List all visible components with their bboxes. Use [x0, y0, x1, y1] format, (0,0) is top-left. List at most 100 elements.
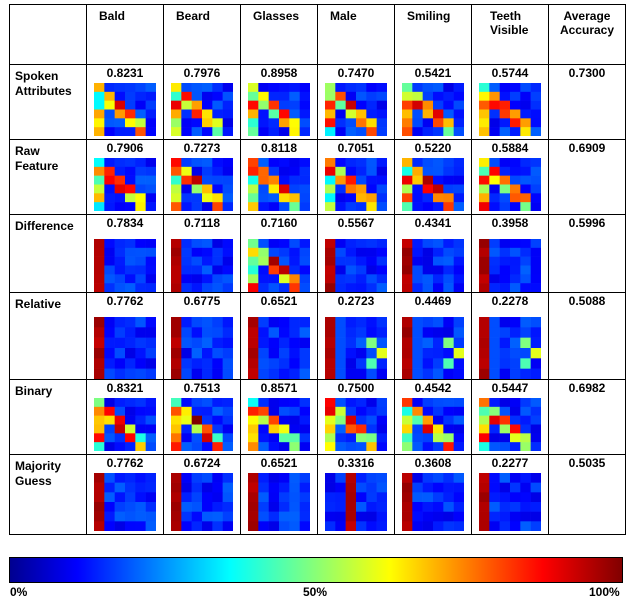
heatmap-cell — [356, 91, 367, 101]
heatmap-cell — [499, 256, 511, 266]
heatmap-cell — [212, 433, 223, 443]
heatmap-cell — [479, 100, 490, 110]
heatmap-cell — [202, 175, 213, 185]
heatmap-cell — [530, 317, 541, 328]
heatmap-cell — [171, 193, 182, 203]
heatmap-cell — [530, 193, 541, 203]
heatmap-cell — [212, 91, 223, 101]
heatmap-cell — [191, 202, 203, 211]
heatmap-cell — [145, 274, 156, 284]
heatmap-cell — [299, 193, 310, 203]
heatmap-cell — [125, 511, 136, 522]
heatmap-cell — [268, 283, 280, 292]
heatmap-cell — [412, 166, 423, 176]
heatmap-cell — [422, 109, 434, 119]
heatmap-cell — [104, 256, 115, 266]
heatmap-cell — [279, 175, 290, 185]
heatmap-cell — [453, 247, 464, 257]
heatmap-cell — [248, 100, 259, 110]
heatmap-cell — [248, 109, 259, 119]
heatmap-cell — [191, 175, 203, 185]
heatmap-cell — [222, 127, 233, 136]
heatmap-cell — [402, 118, 413, 128]
heatmap-cell — [258, 158, 269, 168]
heatmap-cell — [258, 83, 269, 93]
heatmap-cell — [325, 118, 336, 128]
heatmap-cell — [325, 368, 336, 379]
heatmap-cell — [181, 415, 192, 425]
heatmap-cell — [212, 511, 223, 522]
heatmap-cell — [171, 283, 182, 292]
heatmap-cell — [145, 348, 156, 359]
heatmap-cell — [104, 118, 115, 128]
heatmap-cell — [145, 415, 156, 425]
heatmap-cell — [412, 492, 423, 503]
heatmap-cell — [145, 424, 156, 434]
heatmap-cell — [94, 492, 105, 503]
heatmap-cell — [479, 424, 490, 434]
heatmap-cell — [499, 482, 511, 493]
heatmap-cell — [453, 511, 464, 522]
heatmap-cell — [489, 127, 500, 136]
heatmap-cell — [479, 473, 490, 483]
heatmap-cell — [366, 492, 377, 503]
heatmap-cell — [376, 265, 387, 275]
heatmap-cell — [325, 256, 336, 266]
confusion-heatmap — [479, 398, 541, 451]
heatmap-cell — [376, 127, 387, 136]
heatmap-cell — [299, 415, 310, 425]
heatmap-cell — [135, 109, 146, 119]
heatmap-cell — [325, 511, 336, 522]
heatmap-cell — [114, 368, 126, 379]
heatmap-cell — [510, 424, 521, 434]
heatmap-cell — [222, 337, 233, 349]
heatmap-cell — [279, 118, 290, 128]
heatmap-cell — [479, 202, 490, 211]
heatmap-cell — [345, 406, 357, 416]
heatmap-cell — [125, 83, 136, 93]
heatmap-cell — [520, 118, 531, 128]
heatmap-cell — [335, 109, 346, 119]
heatmap-cell — [345, 348, 357, 359]
heatmap-cell — [212, 100, 223, 110]
heatmap-cell — [171, 433, 182, 443]
heatmap-cell — [335, 442, 346, 451]
heatmap-cell — [422, 274, 434, 284]
heatmap-cell — [325, 521, 336, 531]
heatmap-cell — [258, 283, 269, 292]
heatmap-cell — [248, 415, 259, 425]
heatmap-cell — [299, 127, 310, 136]
heatmap-cell — [145, 265, 156, 275]
heatmap-cell — [279, 283, 290, 292]
heatmap-cell — [530, 424, 541, 434]
confusion-heatmap — [402, 83, 464, 136]
heatmap-cell — [248, 283, 259, 292]
heatmap-cell — [94, 274, 105, 284]
heatmap-cell — [335, 175, 346, 185]
heatmap-cell — [135, 406, 146, 416]
heatmap-cell — [335, 502, 346, 512]
heatmap-cell — [453, 406, 464, 416]
heatmap-cell — [443, 473, 454, 483]
heatmap-cell — [499, 118, 511, 128]
heatmap-cell — [376, 424, 387, 434]
heatmap-cell — [181, 283, 192, 292]
heatmap-cell — [433, 265, 444, 275]
heatmap-cell — [258, 247, 269, 257]
heatmap-cell — [125, 368, 136, 379]
cell-teeth-visible: 0.5744 — [471, 64, 549, 140]
heatmap-cell — [94, 348, 105, 359]
heatmap-cell — [181, 473, 192, 483]
heatmap-cell — [202, 492, 213, 503]
heatmap-cell — [335, 265, 346, 275]
heatmap-cell — [94, 317, 105, 328]
heatmap-cell — [268, 83, 280, 93]
heatmap-cell — [489, 184, 500, 194]
heatmap-cell — [191, 433, 203, 443]
confusion-heatmap — [325, 317, 387, 379]
heatmap-cell — [299, 502, 310, 512]
heatmap-cell — [510, 202, 521, 211]
heatmap-cell — [499, 193, 511, 203]
heatmap-cell — [453, 202, 464, 211]
heatmap-cell — [181, 175, 192, 185]
